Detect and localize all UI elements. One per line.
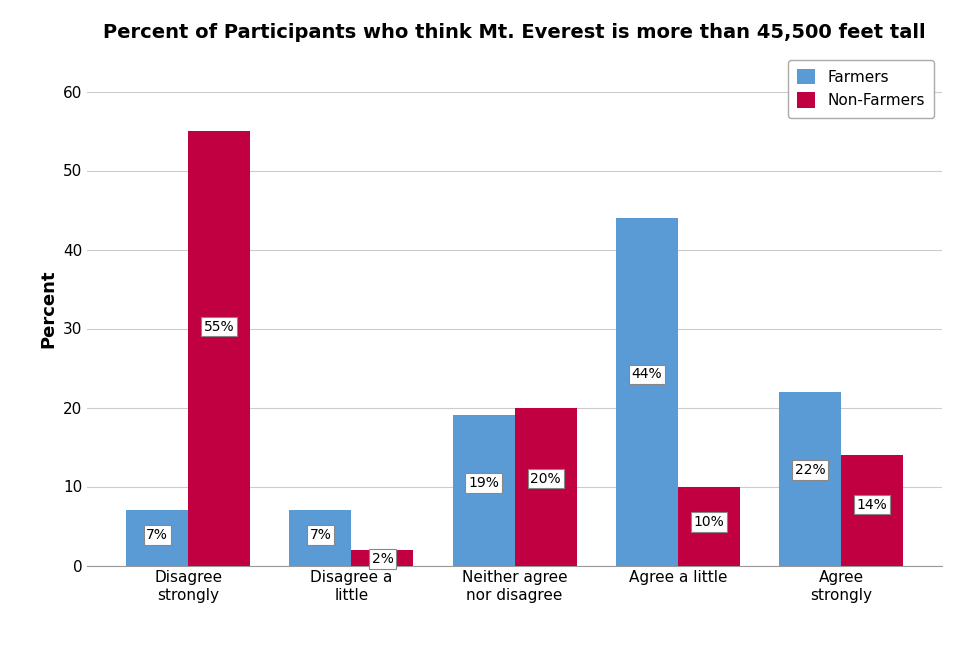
Bar	[126, 510, 188, 566]
Bar	[188, 131, 251, 566]
Text: 7%: 7%	[147, 528, 168, 542]
Bar	[678, 486, 740, 566]
Text: 10%: 10%	[693, 515, 724, 529]
Text: 22%: 22%	[794, 463, 825, 477]
Bar	[452, 415, 515, 566]
Bar	[779, 392, 841, 566]
Bar	[616, 218, 678, 566]
Title: Percent of Participants who think Mt. Everest is more than 45,500 feet tall: Percent of Participants who think Mt. Ev…	[103, 23, 926, 42]
Text: 2%: 2%	[372, 552, 393, 566]
Text: 7%: 7%	[310, 528, 331, 542]
Text: 14%: 14%	[856, 498, 887, 512]
Bar	[841, 455, 903, 566]
Text: 20%: 20%	[530, 472, 561, 486]
Text: 19%: 19%	[468, 476, 499, 490]
Bar	[352, 550, 414, 566]
Text: 44%: 44%	[631, 367, 662, 382]
Text: 55%: 55%	[204, 320, 235, 333]
Bar	[289, 510, 352, 566]
Bar	[515, 408, 577, 566]
Y-axis label: Percent: Percent	[40, 270, 57, 348]
Legend: Farmers, Non-Farmers: Farmers, Non-Farmers	[787, 60, 934, 118]
